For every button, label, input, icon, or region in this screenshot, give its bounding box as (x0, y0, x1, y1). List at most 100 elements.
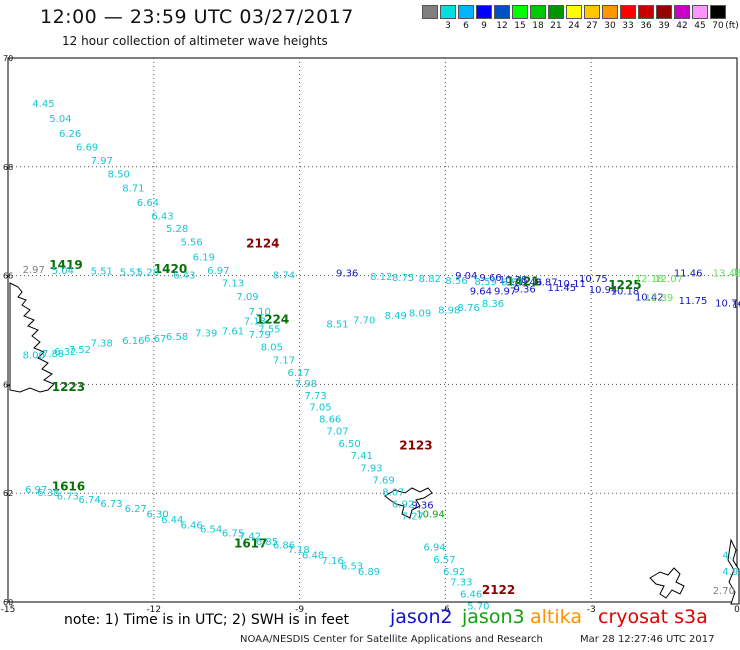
scale-tick-label: 42 (676, 21, 688, 31)
pass-number-label: 1224 (256, 312, 289, 326)
wave-height-value: 7.52 (69, 345, 91, 356)
wave-height-value: 6.27 (125, 504, 147, 515)
scale-swatch (602, 5, 618, 19)
scale-swatch (692, 5, 708, 19)
legend-jason2: jason2 (390, 606, 453, 628)
scale-swatch (548, 5, 564, 19)
wave-height-value: 6.58 (166, 332, 188, 343)
wave-height-value: 9.36 (513, 284, 535, 295)
wave-height-value: 10.18 (611, 287, 640, 298)
scale-tick-label: 18 (532, 21, 544, 31)
wave-height-value: 7.10 (249, 307, 271, 318)
wave-height-value: 4.45 (32, 99, 54, 110)
wave-height-value: 9.66 (479, 273, 501, 284)
wave-height-value: 11.46 (674, 269, 703, 280)
wave-height-value: 7.61 (222, 326, 244, 337)
wave-height-value: 5.56 (181, 238, 203, 249)
wave-height-value: 6.46 (460, 590, 482, 601)
wave-height-value: 5.51 (120, 268, 142, 279)
wave-height-value: 7.16 (321, 556, 343, 567)
pass-number-label: 1225 (608, 278, 641, 292)
map-subtitle: 12 hour collection of altimeter wave hei… (62, 34, 328, 48)
scale-swatch (530, 5, 546, 19)
wave-height-value: 6.85 (256, 537, 278, 548)
latitude-tick-label: 64 (3, 380, 13, 389)
wave-height-value: 10.46 (513, 277, 542, 288)
scale-tick-label: 9 (481, 21, 487, 31)
scale-tick-label: 24 (568, 21, 580, 31)
wave-height-value: 8.75 (392, 273, 414, 284)
faroe-islands (384, 487, 433, 519)
wave-height-value: 8.12 (370, 272, 392, 283)
wave-height-value: 8.36 (482, 299, 504, 310)
wave-height-value: 5.51 (91, 267, 113, 278)
wave-height-value: 8.66 (319, 414, 341, 425)
longitude-tick-label: 0 (734, 605, 740, 615)
wave-height-value: 8.07 (382, 487, 404, 498)
wave-height-value: 7.07 (326, 426, 348, 437)
scale-swatch (710, 5, 726, 19)
pass-number-label: 2123 (399, 439, 432, 453)
wave-height-value: 7.38 (91, 338, 113, 349)
scale-tick-label: 33 (622, 21, 634, 31)
wave-height-value: 6.73 (57, 492, 79, 503)
scale-unit-label: (ft) (725, 21, 739, 31)
legend-jason3: jason3 (462, 606, 525, 628)
wave-height-value: 7.88 (42, 349, 64, 360)
longitude-tick-label: -3 (587, 605, 596, 615)
wave-height-value: 6.50 (338, 439, 360, 450)
pass-number-label: 1223 (52, 380, 85, 394)
wave-height-value: 6.54 (200, 524, 222, 535)
scale-tick-label: 45 (694, 21, 706, 31)
norway-coast (727, 538, 740, 605)
wave-height-value: 11.75 (679, 296, 708, 307)
wave-height-value: 7.33 (450, 578, 472, 589)
pass-number-label: 2124 (246, 236, 279, 250)
latitude-tick-label: 66 (3, 272, 13, 281)
wave-height-value: 10.11 (557, 279, 586, 290)
wave-height-value: 5.04 (52, 266, 74, 277)
wave-height-value: 6.19 (193, 252, 215, 263)
generation-timestamp: Mar 28 12:27:46 UTC 2017 (580, 634, 715, 645)
wave-height-value: 11.45 (547, 283, 576, 294)
wave-height-value: 7.70 (353, 315, 375, 326)
iceland-east-coast (9, 282, 55, 393)
scale-swatch (566, 5, 582, 19)
longitude-tick-label: -9 (295, 605, 304, 615)
wave-height-value: 8.76 (458, 303, 480, 314)
wave-height-value: 6.69 (76, 142, 98, 153)
wave-height-value: 6.75 (222, 529, 244, 540)
wave-height-value: 6.38 (37, 488, 59, 499)
wave-height-value: 8.00 (23, 350, 45, 361)
wave-height-value: 6.30 (147, 510, 169, 521)
wave-height-value: 6.48 (302, 550, 324, 561)
wave-height-value: 6.26 (59, 129, 81, 140)
scale-tick-label: 21 (550, 21, 562, 31)
wave-height-value: 9.04 (455, 271, 477, 282)
wave-height-value: 7.97 (91, 156, 113, 167)
wave-height-value: 10.28 (499, 275, 528, 286)
wave-height-value: 10.94 (589, 285, 618, 296)
pass-number-label: 1420 (154, 262, 187, 276)
wave-height-value: 7.13 (244, 317, 266, 328)
legend-cryosat-s3a: cryosat s3a (598, 606, 708, 628)
wave-height-value: 13.48 (713, 269, 740, 280)
wave-height-value: 8.98 (438, 306, 460, 317)
wave-height-value: 5.28 (137, 268, 159, 279)
wave-height-value: 7.73 (304, 391, 326, 402)
wave-height-value: 5.04 (49, 114, 71, 125)
scale-tick-label: 6 (463, 21, 469, 31)
scale-tick-label: 12 (496, 21, 508, 31)
wave-height-value: 7.55 (258, 325, 280, 336)
shetland-islands (649, 567, 685, 599)
wave-height-value: 8.71 (122, 183, 144, 194)
footer-note: note: 1) Time is in UTC; 2) SWH is in fe… (64, 612, 350, 628)
scale-swatch (584, 5, 600, 19)
wave-height-value: 6.44 (161, 515, 183, 526)
wave-height-value: 7.05 (309, 403, 331, 414)
pass-number-label: 2122 (482, 583, 515, 597)
wave-height-value: 12.07 (654, 274, 683, 285)
wave-height-value: 4. (722, 550, 732, 561)
wave-height-value: 9.36 (411, 500, 433, 511)
